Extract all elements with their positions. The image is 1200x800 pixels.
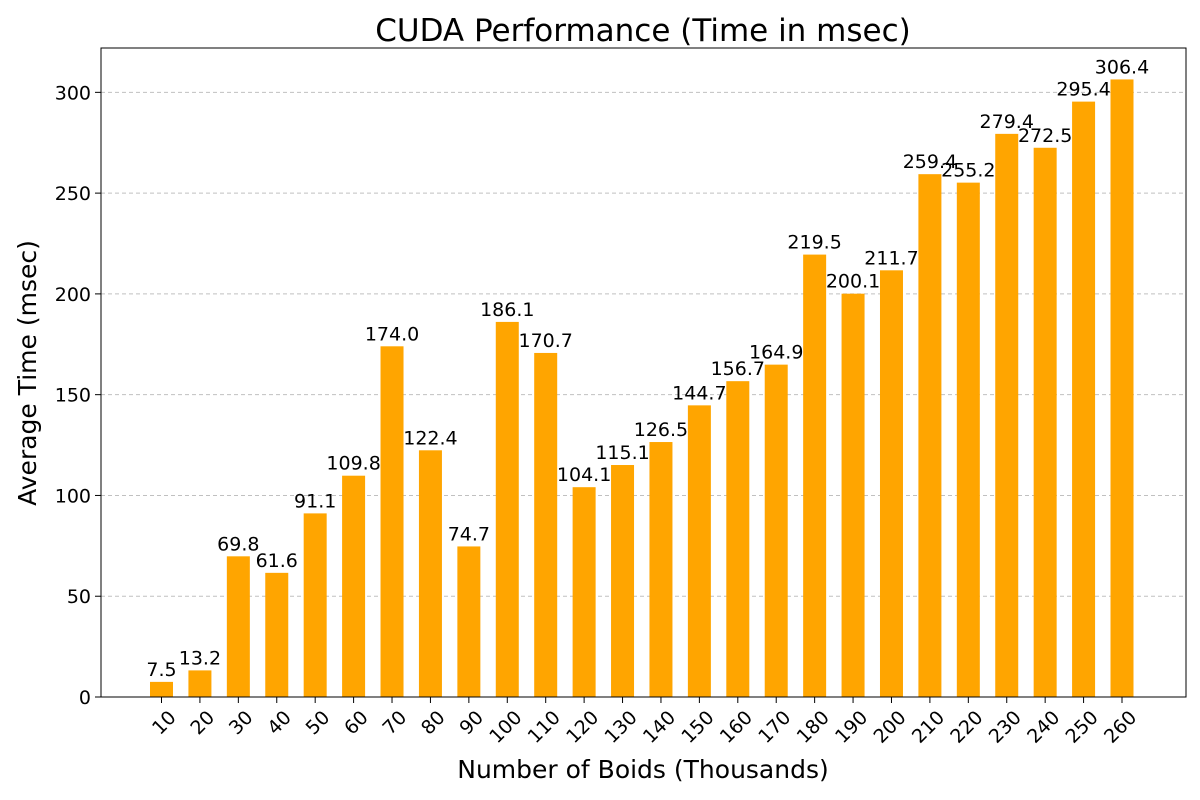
x-tick-label: 70 [379, 707, 412, 740]
bar [1072, 101, 1096, 698]
bar-value-label: 74.7 [448, 523, 490, 545]
bar [611, 465, 635, 697]
x-tick-label: 220 [946, 707, 987, 748]
x-tick-label: 210 [908, 707, 949, 748]
bar [457, 546, 481, 697]
x-axis-ticks: 10 20 30 40 50 60 70 80 901001101201301401501601… [148, 697, 1141, 748]
y-tick-label: 200 [55, 284, 91, 306]
x-tick-label: 90 [455, 707, 488, 740]
x-tick-label: 110 [524, 707, 565, 748]
bar [764, 364, 788, 697]
x-tick-label: 230 [985, 707, 1026, 748]
bar-value-label: 186.1 [480, 299, 534, 321]
x-tick-label: 190 [831, 707, 872, 748]
y-tick-label: 250 [55, 183, 91, 205]
x-axis-label: Number of Boids (Thousands) [457, 755, 829, 784]
bar-value-label: 200.1 [826, 271, 880, 293]
y-tick-label: 100 [55, 485, 91, 507]
plot-frame [100, 47, 1187, 698]
x-tick-label: 240 [1023, 707, 1064, 748]
bar [418, 450, 442, 697]
bar [226, 556, 250, 697]
y-tick-label: 50 [67, 586, 91, 608]
bar [534, 352, 558, 697]
x-tick-label: 180 [793, 707, 834, 748]
y-axis-ticks: 0 50 100 150 200 250 300 [55, 82, 101, 709]
bar [879, 270, 903, 697]
x-tick-label: 100 [485, 707, 526, 748]
bar [188, 670, 212, 697]
bar-value-label: 295.4 [1056, 79, 1110, 101]
x-tick-label: 80 [417, 707, 450, 740]
x-tick-label: 60 [340, 707, 373, 740]
bar-value-label: 104.1 [557, 464, 611, 486]
x-tick-label: 150 [677, 707, 718, 748]
x-tick-label: 260 [1100, 707, 1141, 748]
x-tick-label: 30 [225, 707, 258, 740]
x-tick-label: 250 [1062, 707, 1103, 748]
y-tick-label: 300 [55, 82, 91, 104]
bar [380, 346, 404, 697]
x-tick-label: 140 [639, 707, 680, 748]
y-axis-label: Average Time (msec) [13, 240, 42, 506]
x-tick-label: 10 [148, 707, 181, 740]
bar-value-label: 259.4 [903, 151, 957, 173]
x-tick-label: 130 [600, 707, 641, 748]
bar [841, 293, 865, 697]
bar-value-label: 91.1 [294, 490, 336, 512]
bar-value-label: 211.7 [864, 247, 918, 269]
bar [726, 381, 750, 697]
x-tick-label: 20 [186, 707, 219, 740]
bar-value-label: 7.5 [146, 659, 176, 681]
bar-value-label: 61.6 [256, 550, 298, 572]
chart-title: CUDA Performance (Time in msec) [375, 13, 911, 49]
bar [803, 254, 827, 697]
bar-value-label: 170.7 [518, 330, 572, 352]
x-tick-label: 120 [562, 707, 603, 748]
bar-value-label: 255.2 [941, 160, 995, 182]
bar-value-label: 13.2 [179, 647, 221, 669]
bar-value-label: 115.1 [595, 442, 649, 464]
bar-value-label: 144.7 [672, 382, 726, 404]
bar [342, 475, 366, 697]
bar [649, 442, 673, 697]
bar [495, 321, 519, 697]
y-tick-label: 150 [55, 385, 91, 407]
bar-value-label: 174.0 [365, 323, 419, 345]
bars [150, 79, 1134, 698]
bar-value-label: 272.5 [1018, 125, 1072, 147]
bar [956, 182, 980, 697]
value-labels: 7.513.2 69.861.6 91.1 109.8 174.0 122.4 74.7 18… [146, 56, 1149, 680]
bar-value-label: 126.5 [634, 419, 688, 441]
bar-value-label: 306.4 [1095, 56, 1149, 78]
x-tick-label: 40 [263, 707, 296, 740]
bar [1033, 147, 1057, 698]
bar [995, 133, 1019, 697]
bar [265, 572, 289, 697]
bar-value-label: 109.8 [326, 453, 380, 475]
bar [918, 174, 942, 697]
bar-value-label: 279.4 [980, 111, 1034, 133]
bar [1110, 79, 1134, 697]
bar [150, 681, 173, 697]
grid-lines [101, 91, 1186, 597]
x-tick-label: 200 [869, 707, 910, 748]
bar [687, 405, 711, 697]
bar-value-label: 69.8 [217, 533, 259, 555]
bar-value-label: 122.4 [403, 427, 457, 449]
bar-value-label: 219.5 [787, 232, 841, 254]
bar [303, 513, 327, 697]
x-tick-label: 170 [754, 707, 795, 748]
bar [572, 487, 596, 697]
bar-value-label: 164.9 [749, 342, 803, 364]
x-tick-label: 160 [716, 707, 757, 748]
y-tick-label: 0 [79, 687, 91, 709]
bar-value-label: 156.7 [711, 358, 765, 380]
x-tick-label: 50 [302, 707, 335, 740]
